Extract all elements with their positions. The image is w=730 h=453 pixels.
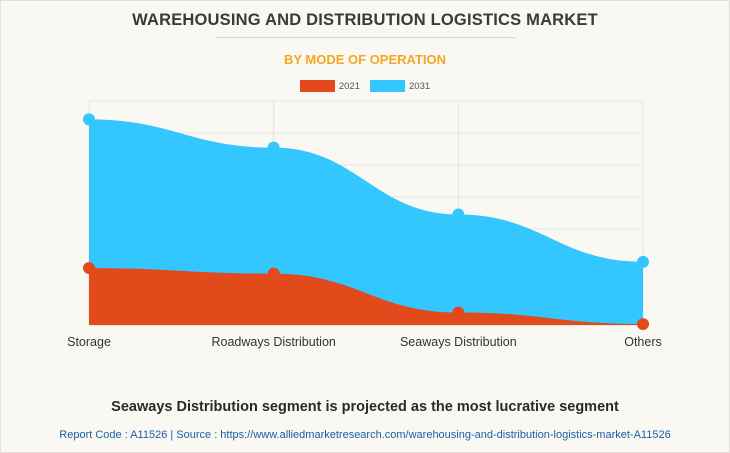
data-point-2021 bbox=[452, 306, 465, 319]
category-label: Others bbox=[624, 335, 662, 349]
legend: 2021 2031 bbox=[0, 80, 730, 92]
area-series-2021 bbox=[89, 268, 643, 325]
category-label: Seaways Distribution bbox=[400, 335, 517, 349]
data-point-2031 bbox=[637, 255, 649, 268]
chart-title: WAREHOUSING AND DISTRIBUTION LOGISTICS M… bbox=[132, 11, 598, 29]
chart-subtitle: BY MODE OF OPERATION bbox=[283, 52, 447, 67]
legend-swatch-2031 bbox=[370, 80, 405, 92]
footer-headline: Seaways Distribution segment is projecte… bbox=[111, 399, 619, 415]
data-point-2031 bbox=[452, 208, 465, 221]
data-point-2031 bbox=[83, 113, 95, 126]
category-label: Storage bbox=[67, 335, 111, 349]
source-link[interactable]: Report Code : A11526 | Source : https://… bbox=[59, 429, 671, 441]
data-points bbox=[83, 113, 649, 331]
category-label: Roadways Distribution bbox=[211, 335, 335, 349]
area-series bbox=[89, 119, 643, 325]
legend-label-2031: 2031 bbox=[409, 80, 431, 92]
category-labels: Storage Roadways Distribution Seaways Dist… bbox=[67, 335, 662, 349]
data-point-2021 bbox=[83, 262, 95, 275]
legend-swatch-2021 bbox=[299, 80, 335, 92]
legend-item-2031[interactable]: 2031 bbox=[370, 80, 430, 92]
legend-item-2021[interactable]: 2021 bbox=[299, 80, 360, 92]
legend-label-2021: 2021 bbox=[338, 80, 360, 92]
title-divider bbox=[215, 37, 515, 38]
data-point-2031 bbox=[267, 141, 280, 154]
data-point-2021 bbox=[637, 318, 649, 331]
data-point-2021 bbox=[267, 267, 280, 280]
